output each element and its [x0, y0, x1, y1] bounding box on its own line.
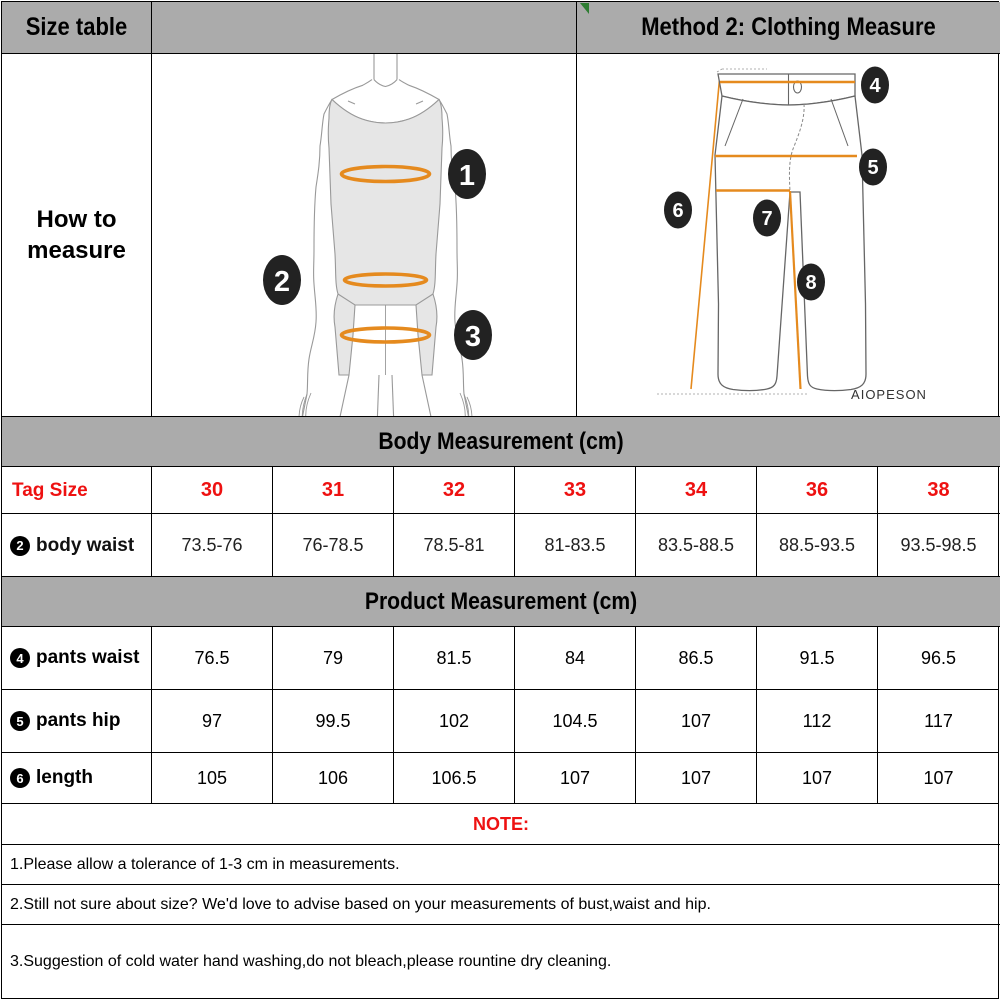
svg-text:AIOPESON: AIOPESON [851, 387, 927, 402]
svg-text:1: 1 [459, 160, 475, 192]
svg-text:7: 7 [761, 208, 772, 230]
svg-text:5: 5 [867, 157, 878, 179]
svg-text:6: 6 [672, 200, 683, 222]
svg-text:2: 2 [274, 266, 290, 298]
svg-text:8: 8 [805, 272, 816, 294]
svg-text:3: 3 [465, 321, 481, 353]
svg-text:4: 4 [869, 75, 881, 97]
